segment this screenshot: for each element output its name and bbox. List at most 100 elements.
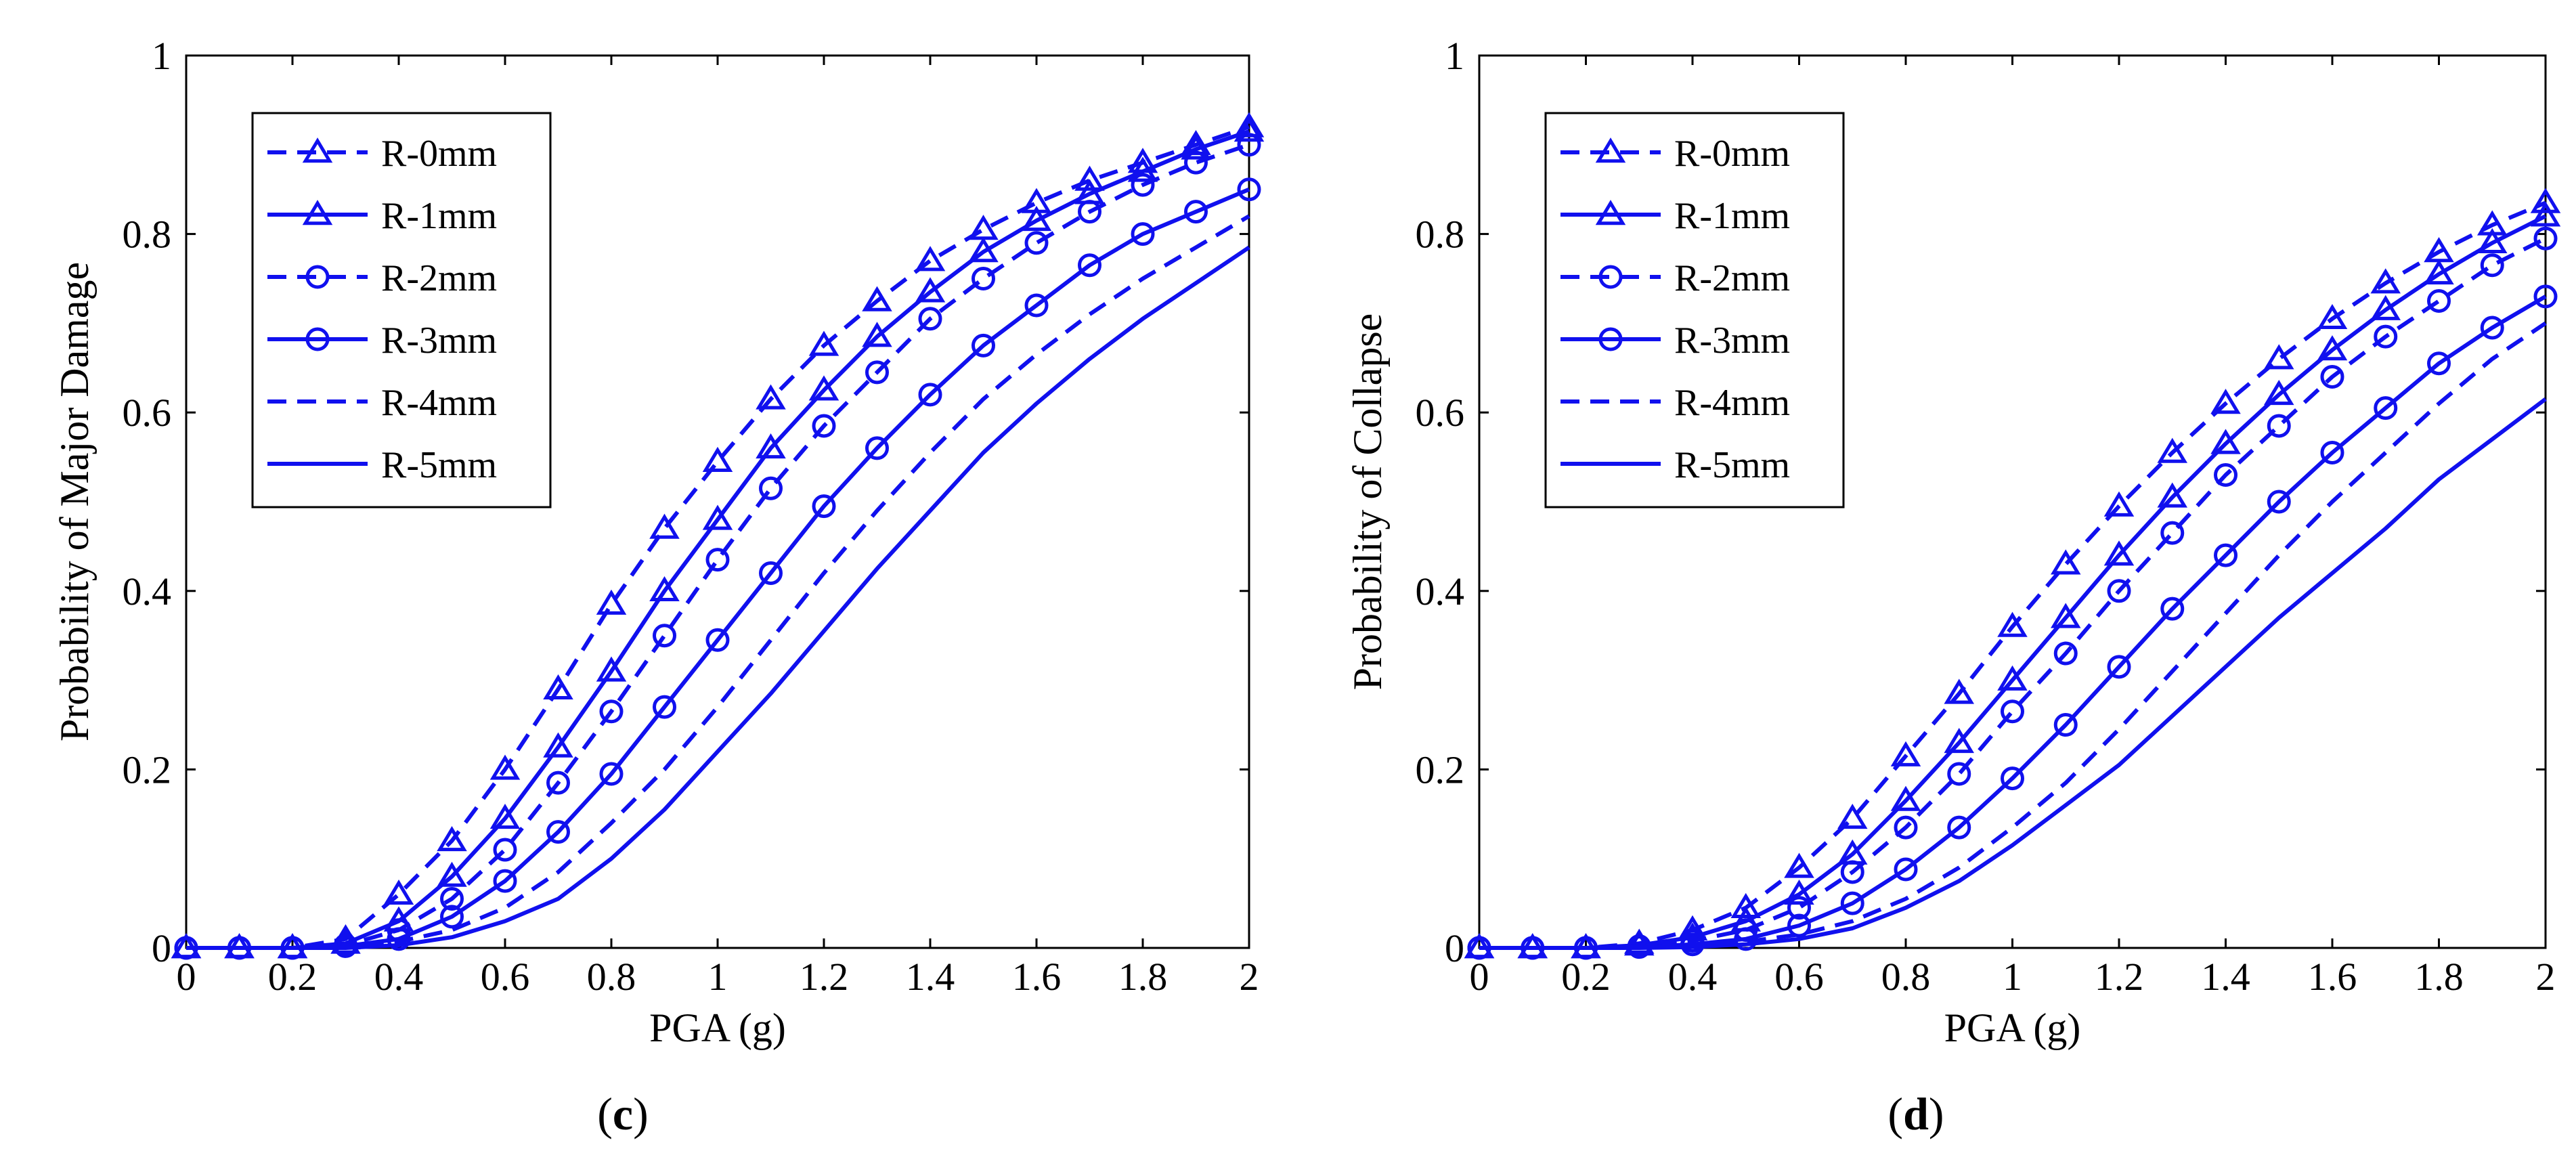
- legend-label: R-4mm: [1674, 382, 1790, 424]
- data-point: [543, 674, 573, 700]
- series-R-3mm: [174, 177, 1261, 960]
- data-point: [2530, 188, 2561, 213]
- data-point: [2053, 713, 2078, 737]
- data-point: [1997, 611, 2028, 637]
- caption-letter: d: [1903, 1088, 1929, 1140]
- legend-label: R-4mm: [381, 382, 497, 424]
- data-point: [1890, 741, 1921, 766]
- x-tick-label: 0.6: [481, 955, 530, 999]
- data-point: [1024, 231, 1049, 255]
- legend-marker: [305, 327, 330, 351]
- data-point: [2050, 549, 2081, 575]
- legend-label: R-1mm: [1674, 195, 1790, 237]
- data-point: [2317, 303, 2348, 330]
- series-line: [186, 187, 1250, 950]
- caption-close: ): [633, 1088, 649, 1140]
- x-tick-label: 1.6: [1012, 955, 1062, 999]
- data-point: [599, 762, 624, 786]
- panel-caption: (c): [597, 1088, 649, 1140]
- data-point: [705, 548, 730, 572]
- series-line: [186, 125, 1250, 950]
- y-tick-label: 0.2: [1416, 748, 1465, 792]
- data-point: [653, 624, 676, 648]
- data-point: [2263, 344, 2294, 370]
- data-point: [1894, 857, 1918, 882]
- series-line: [186, 129, 1250, 950]
- data-point: [440, 905, 464, 929]
- data-point: [1074, 165, 1105, 191]
- x-tick-label: 0.2: [268, 955, 318, 999]
- data-point: [1840, 860, 1864, 884]
- legend-item: R-3mm: [1560, 320, 1790, 362]
- data-point: [437, 825, 467, 852]
- data-point: [2424, 259, 2454, 285]
- series-line: [1479, 214, 2547, 950]
- data-point: [1181, 134, 1211, 160]
- x-tick-label: 0.8: [587, 955, 636, 999]
- data-point: [2210, 389, 2241, 414]
- data-point: [968, 215, 999, 240]
- data-point: [2480, 253, 2504, 278]
- legend-marker: [305, 265, 330, 289]
- data-point: [2001, 699, 2024, 724]
- legend-label: R-3mm: [1674, 320, 1790, 362]
- caption-close: ): [1929, 1088, 1944, 1140]
- data-point: [918, 383, 942, 407]
- caption-open: (: [597, 1088, 613, 1140]
- legend-item: R-1mm: [1560, 195, 1790, 237]
- data-point: [2320, 364, 2344, 389]
- data-point: [972, 333, 995, 358]
- data-point: [2157, 437, 2188, 463]
- legend-label: R-2mm: [1674, 257, 1790, 299]
- legend-marker: [1598, 265, 1623, 289]
- data-point: [702, 446, 733, 472]
- data-point: [2370, 268, 2401, 294]
- data-point: [2157, 482, 2188, 508]
- legend-box: [251, 112, 552, 508]
- x-tick-label: 1.2: [800, 955, 849, 999]
- data-point: [1184, 200, 1208, 224]
- data-point: [2533, 226, 2558, 251]
- data-point: [596, 589, 627, 615]
- data-point: [2480, 316, 2504, 340]
- series-line: [186, 142, 1250, 950]
- series-R-4mm: [186, 214, 1250, 950]
- legend-marker: [1595, 200, 1626, 225]
- x-tick-label: 0.4: [374, 955, 424, 999]
- data-point: [2107, 655, 2131, 679]
- data-point: [1944, 728, 1975, 754]
- data-point: [546, 771, 570, 795]
- data-point: [2214, 543, 2237, 567]
- data-point: [915, 277, 946, 303]
- y-tick-label: 0.6: [123, 391, 172, 435]
- data-point: [649, 576, 680, 602]
- legend-box: [1544, 112, 1845, 508]
- data-point: [1730, 892, 1762, 918]
- x-tick-label: 0.4: [1668, 955, 1718, 999]
- data-point: [862, 286, 892, 311]
- data-point: [2427, 351, 2451, 376]
- data-point: [1997, 665, 2028, 691]
- legend-marker: [302, 137, 333, 163]
- data-point: [972, 267, 995, 290]
- legend-label: R-5mm: [381, 444, 497, 486]
- series-line: [1479, 200, 2547, 950]
- data-point: [493, 838, 517, 862]
- chart-panel-d: 0 0.2 0.4 0.6 0.8 1 1.2 1.4 1.6 1.8 2 0 0.2 0.4 0.6 0.8…: [1345, 34, 2561, 1140]
- data-point: [383, 880, 414, 905]
- data-point: [1840, 891, 1864, 915]
- y-tick-label: 0: [1445, 926, 1464, 970]
- data-point: [2530, 201, 2561, 227]
- data-point: [808, 330, 839, 356]
- data-point: [649, 513, 680, 539]
- data-point: [2267, 490, 2291, 514]
- y-tick-label: 1: [1445, 34, 1464, 78]
- data-point: [2001, 766, 2024, 791]
- data-point: [1237, 133, 1261, 157]
- data-point: [862, 322, 892, 347]
- legend-item: R-3mm: [267, 320, 497, 362]
- legend-item: R-1mm: [267, 195, 497, 237]
- legend: R-0mm R-1mm R-2mm R-3mm R-4mm R-5mm: [1544, 112, 1845, 508]
- data-point: [1784, 880, 1814, 905]
